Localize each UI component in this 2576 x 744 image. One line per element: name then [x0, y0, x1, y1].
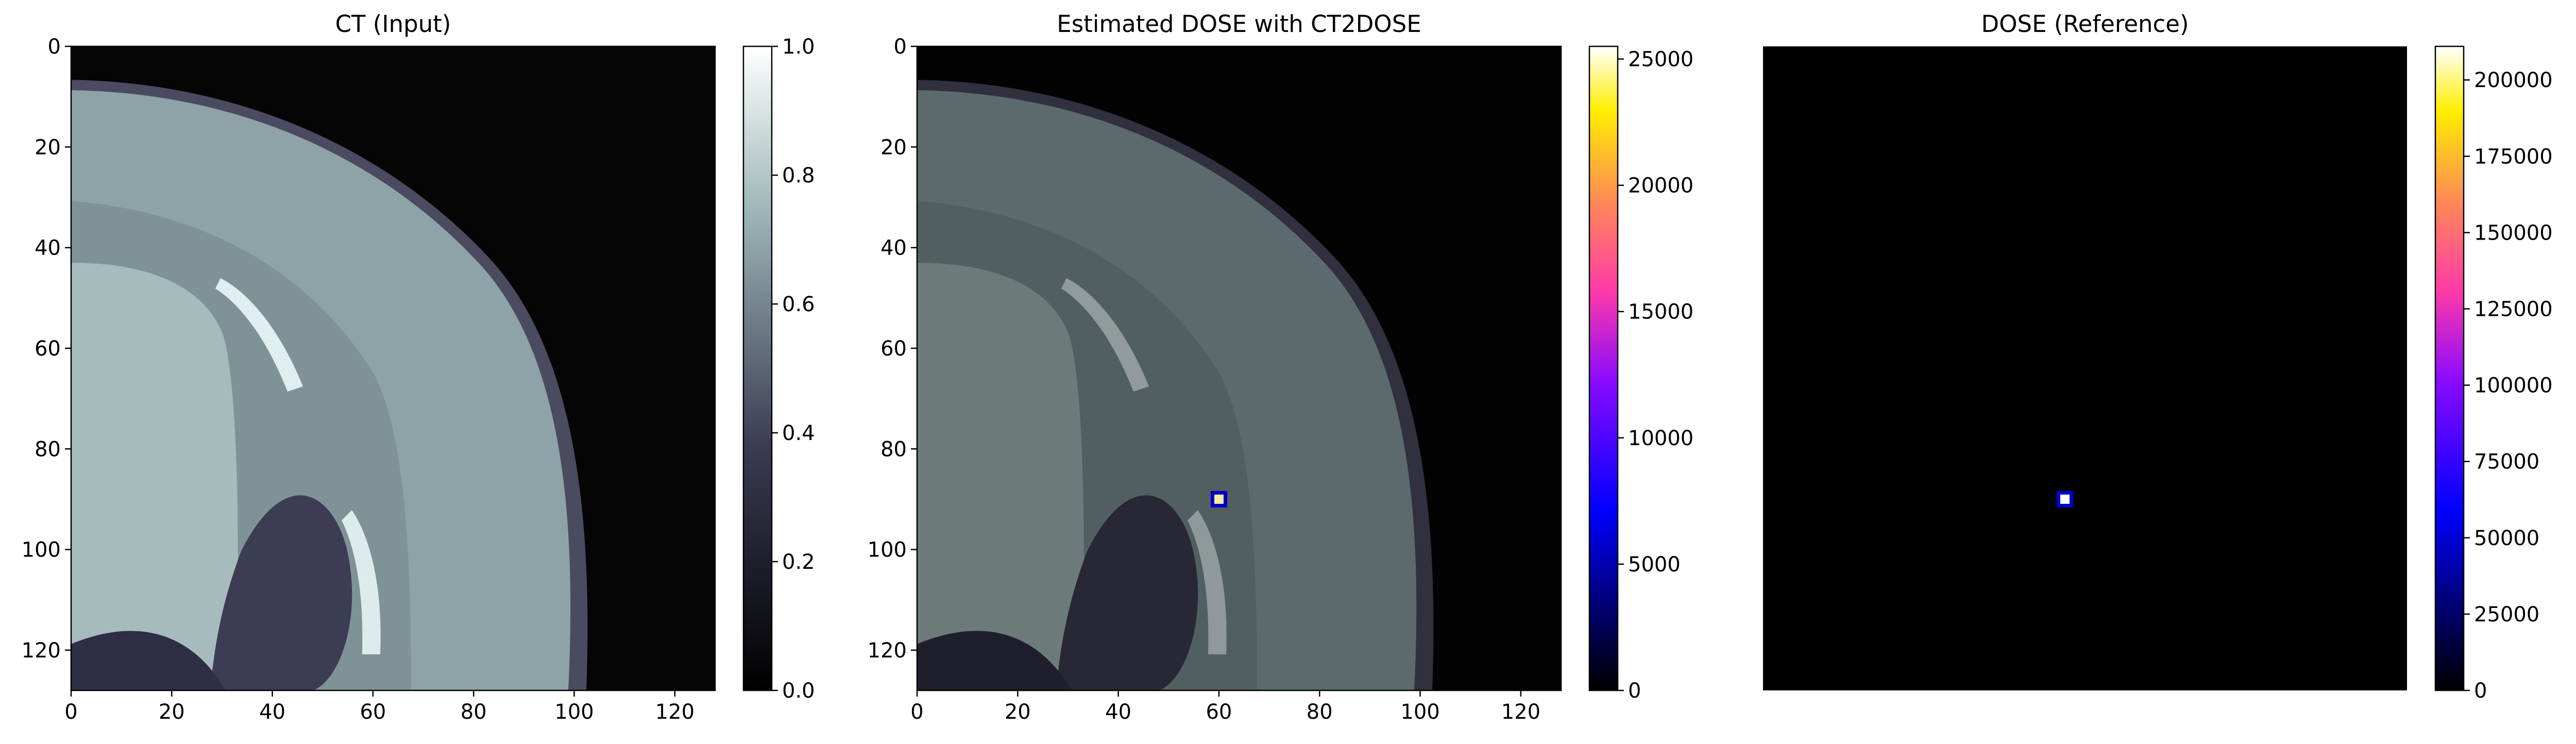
x-ticks-1: 0 20 40 60 80 100 120 [64, 690, 694, 724]
x-tick-label: 40 [259, 700, 285, 724]
dose-hotspot-estimated [1210, 491, 1227, 508]
panel-estimated-dose: Estimated DOSE with CT2DOSE 0 20 40 60 80 100… [868, 10, 1694, 724]
y-tick-label: 120 [22, 639, 61, 663]
x-tick-label: 100 [1400, 700, 1439, 724]
colorbar-tick-label: 150000 [2474, 221, 2553, 245]
x-tick-label: 60 [1206, 700, 1232, 724]
y-tick-label: 0 [894, 35, 907, 59]
x-tick-label: 60 [360, 700, 386, 724]
colorbar-tick-label: 0.6 [782, 293, 815, 316]
colorbar-2: 0 5000 10000 15000 20000 25000 [1588, 45, 1693, 703]
colorbar-tick-label: 25000 [2474, 603, 2539, 627]
plot-frame-2 [916, 45, 1562, 691]
x-tick-label: 40 [1105, 700, 1131, 724]
dose-overlay-image [917, 46, 1561, 690]
x-tick-label: 100 [554, 700, 594, 724]
y-tick-label: 60 [35, 337, 61, 361]
x-tick-label: 120 [655, 700, 694, 724]
y-tick-label: 80 [880, 437, 907, 461]
colorbar-tick-label: 20000 [1628, 174, 1693, 198]
colorbar-tick-label: 25000 [1628, 48, 1693, 72]
y-tick-label: 120 [868, 639, 907, 663]
x-tick-label: 0 [64, 700, 77, 724]
x-tick-label: 20 [1005, 700, 1031, 724]
y-tick-label: 40 [35, 236, 61, 260]
colorbar-tick-label: 0 [2474, 679, 2487, 703]
y-tick-label: 20 [35, 136, 61, 159]
colorbar-tick-label: 100000 [2474, 374, 2553, 398]
colorbar-tick-label: 15000 [1628, 300, 1693, 324]
x-tick-label: 80 [1307, 700, 1333, 724]
colorbar-tick-label: 125000 [2474, 297, 2553, 321]
colorbar-tick-label: 75000 [2474, 450, 2539, 474]
colorbar-tick-label: 0 [1628, 679, 1641, 703]
colorbar-tick-label: 0.2 [782, 550, 815, 574]
title-estimated-dose: Estimated DOSE with CT2DOSE [1057, 10, 1421, 38]
y-ticks-1: 0 20 40 60 80 100 120 [22, 35, 71, 663]
panel-ct-input: CT (Input) 0 20 40 60 80 100 120 0 20 40 60 80 100 1… [22, 10, 815, 724]
x-tick-label: 80 [461, 700, 487, 724]
colorbar-tick-label: 5000 [1628, 553, 1681, 577]
colorbar-tick-label: 50000 [2474, 527, 2539, 550]
colorbar-1: 0.0 0.2 0.4 0.6 0.8 1.0 [742, 35, 815, 703]
dose-reference-image [1763, 46, 2407, 690]
colorbar-tick-label: 0.0 [782, 679, 815, 703]
colorbar-3: 0 25000 50000 75000 100000 125000 150000 175000… [2434, 45, 2553, 703]
panel-dose-reference: DOSE (Reference) 0 25000 50000 75000 100000 1… [1763, 10, 2553, 703]
dose-hotspot-reference [2056, 491, 2073, 508]
colorbar-tick-label: 175000 [2474, 145, 2553, 168]
y-tick-label: 60 [880, 337, 907, 361]
title-ct-input: CT (Input) [335, 10, 451, 38]
title-dose-reference: DOSE (Reference) [1981, 10, 2189, 38]
y-tick-label: 80 [35, 437, 61, 461]
colorbar-tick-label: 10000 [1628, 427, 1693, 450]
y-tick-label: 40 [880, 236, 907, 260]
hotspot-peak [1214, 494, 1224, 504]
plot-frame-1 [70, 45, 716, 691]
x-tick-label: 0 [910, 700, 923, 724]
y-tick-label: 100 [22, 538, 61, 562]
y-tick-label: 20 [880, 136, 907, 159]
x-ticks-2: 0 20 40 60 80 100 120 [910, 690, 1540, 724]
colorbar-tick-label: 1.0 [782, 35, 815, 59]
y-tick-label: 0 [48, 35, 61, 59]
y-ticks-2: 0 20 40 60 80 100 120 [868, 35, 917, 663]
x-tick-label: 20 [159, 700, 185, 724]
colorbar-tick-label: 0.8 [782, 164, 815, 188]
colorbar-tick-label: 0.4 [782, 421, 815, 445]
ct-image [71, 46, 715, 690]
x-tick-label: 120 [1501, 700, 1540, 724]
hotspot-peak [2060, 494, 2070, 504]
y-tick-label: 100 [868, 538, 907, 562]
colorbar-tick-label: 200000 [2474, 69, 2553, 92]
